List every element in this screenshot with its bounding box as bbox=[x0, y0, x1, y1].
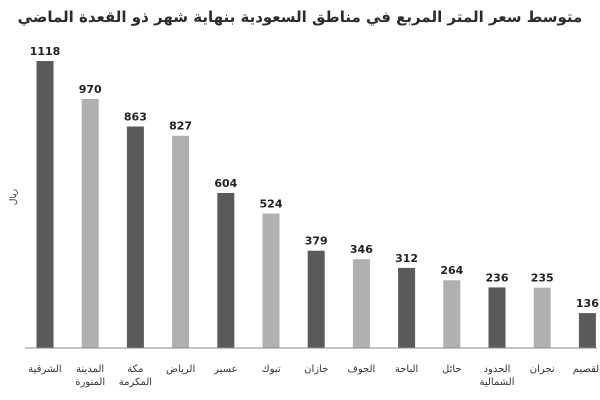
bar-8 bbox=[398, 267, 416, 348]
bar-2 bbox=[126, 126, 144, 348]
value-label-9: 264 bbox=[440, 264, 463, 277]
category-label-3: الرياض bbox=[166, 364, 195, 375]
value-label-7: 346 bbox=[350, 243, 373, 256]
category-label-7: الجوف bbox=[347, 364, 375, 375]
category-label-1-line-1: المنورة bbox=[75, 377, 105, 388]
category-label-11: نجران bbox=[530, 364, 555, 375]
category-labels-group: الشرقية المدينة المنورة مكة المكرمة الرياض عسي… bbox=[28, 364, 600, 388]
bar-9 bbox=[443, 280, 461, 348]
value-label-12: 136 bbox=[576, 297, 599, 310]
value-label-3: 827 bbox=[169, 120, 192, 133]
value-label-2: 863 bbox=[124, 110, 147, 123]
value-label-6: 379 bbox=[305, 235, 328, 248]
bar-0 bbox=[36, 61, 54, 349]
bar-11 bbox=[533, 287, 551, 348]
category-label-2-line-1: المكرمة bbox=[119, 377, 152, 388]
category-label-12: القصيم bbox=[573, 364, 600, 375]
category-label-10-line-1: الشمالية bbox=[480, 377, 515, 388]
category-label-5: تبوك bbox=[261, 364, 280, 375]
bars-group bbox=[36, 61, 596, 349]
value-label-1: 970 bbox=[79, 83, 102, 96]
chart-title: متوسط سعر المتر المربع في مناطق السعودية… bbox=[18, 8, 583, 26]
value-label-8: 312 bbox=[395, 252, 418, 265]
value-label-4: 604 bbox=[214, 177, 237, 190]
category-label-9: حائل bbox=[442, 364, 462, 375]
bar-10 bbox=[488, 287, 506, 348]
value-labels-group: 1118 970 863 827 604 524 379 346 312 264 236 235 136 bbox=[30, 45, 600, 310]
category-label-8: الباحة bbox=[395, 364, 418, 375]
category-label-10-line-0: الحدود bbox=[484, 364, 511, 375]
bar-6 bbox=[307, 250, 325, 348]
value-label-5: 524 bbox=[260, 198, 283, 211]
value-label-0: 1118 bbox=[30, 45, 61, 58]
bar-5 bbox=[262, 213, 280, 348]
category-label-6: جازان bbox=[304, 364, 328, 375]
category-label-1-line-0: المدينة bbox=[76, 364, 104, 375]
bar-3 bbox=[172, 135, 190, 348]
value-label-11: 235 bbox=[531, 272, 554, 285]
category-label-4: عسير bbox=[213, 364, 237, 375]
category-label-0: الشرقية bbox=[28, 364, 61, 375]
bar-7 bbox=[352, 259, 370, 348]
bar-1 bbox=[81, 99, 99, 349]
category-label-2-line-0: مكة bbox=[127, 364, 143, 375]
y-axis-label: ريال bbox=[9, 189, 19, 205]
bar-4 bbox=[217, 192, 235, 348]
bar-12 bbox=[578, 313, 596, 348]
value-label-10: 236 bbox=[486, 271, 509, 284]
